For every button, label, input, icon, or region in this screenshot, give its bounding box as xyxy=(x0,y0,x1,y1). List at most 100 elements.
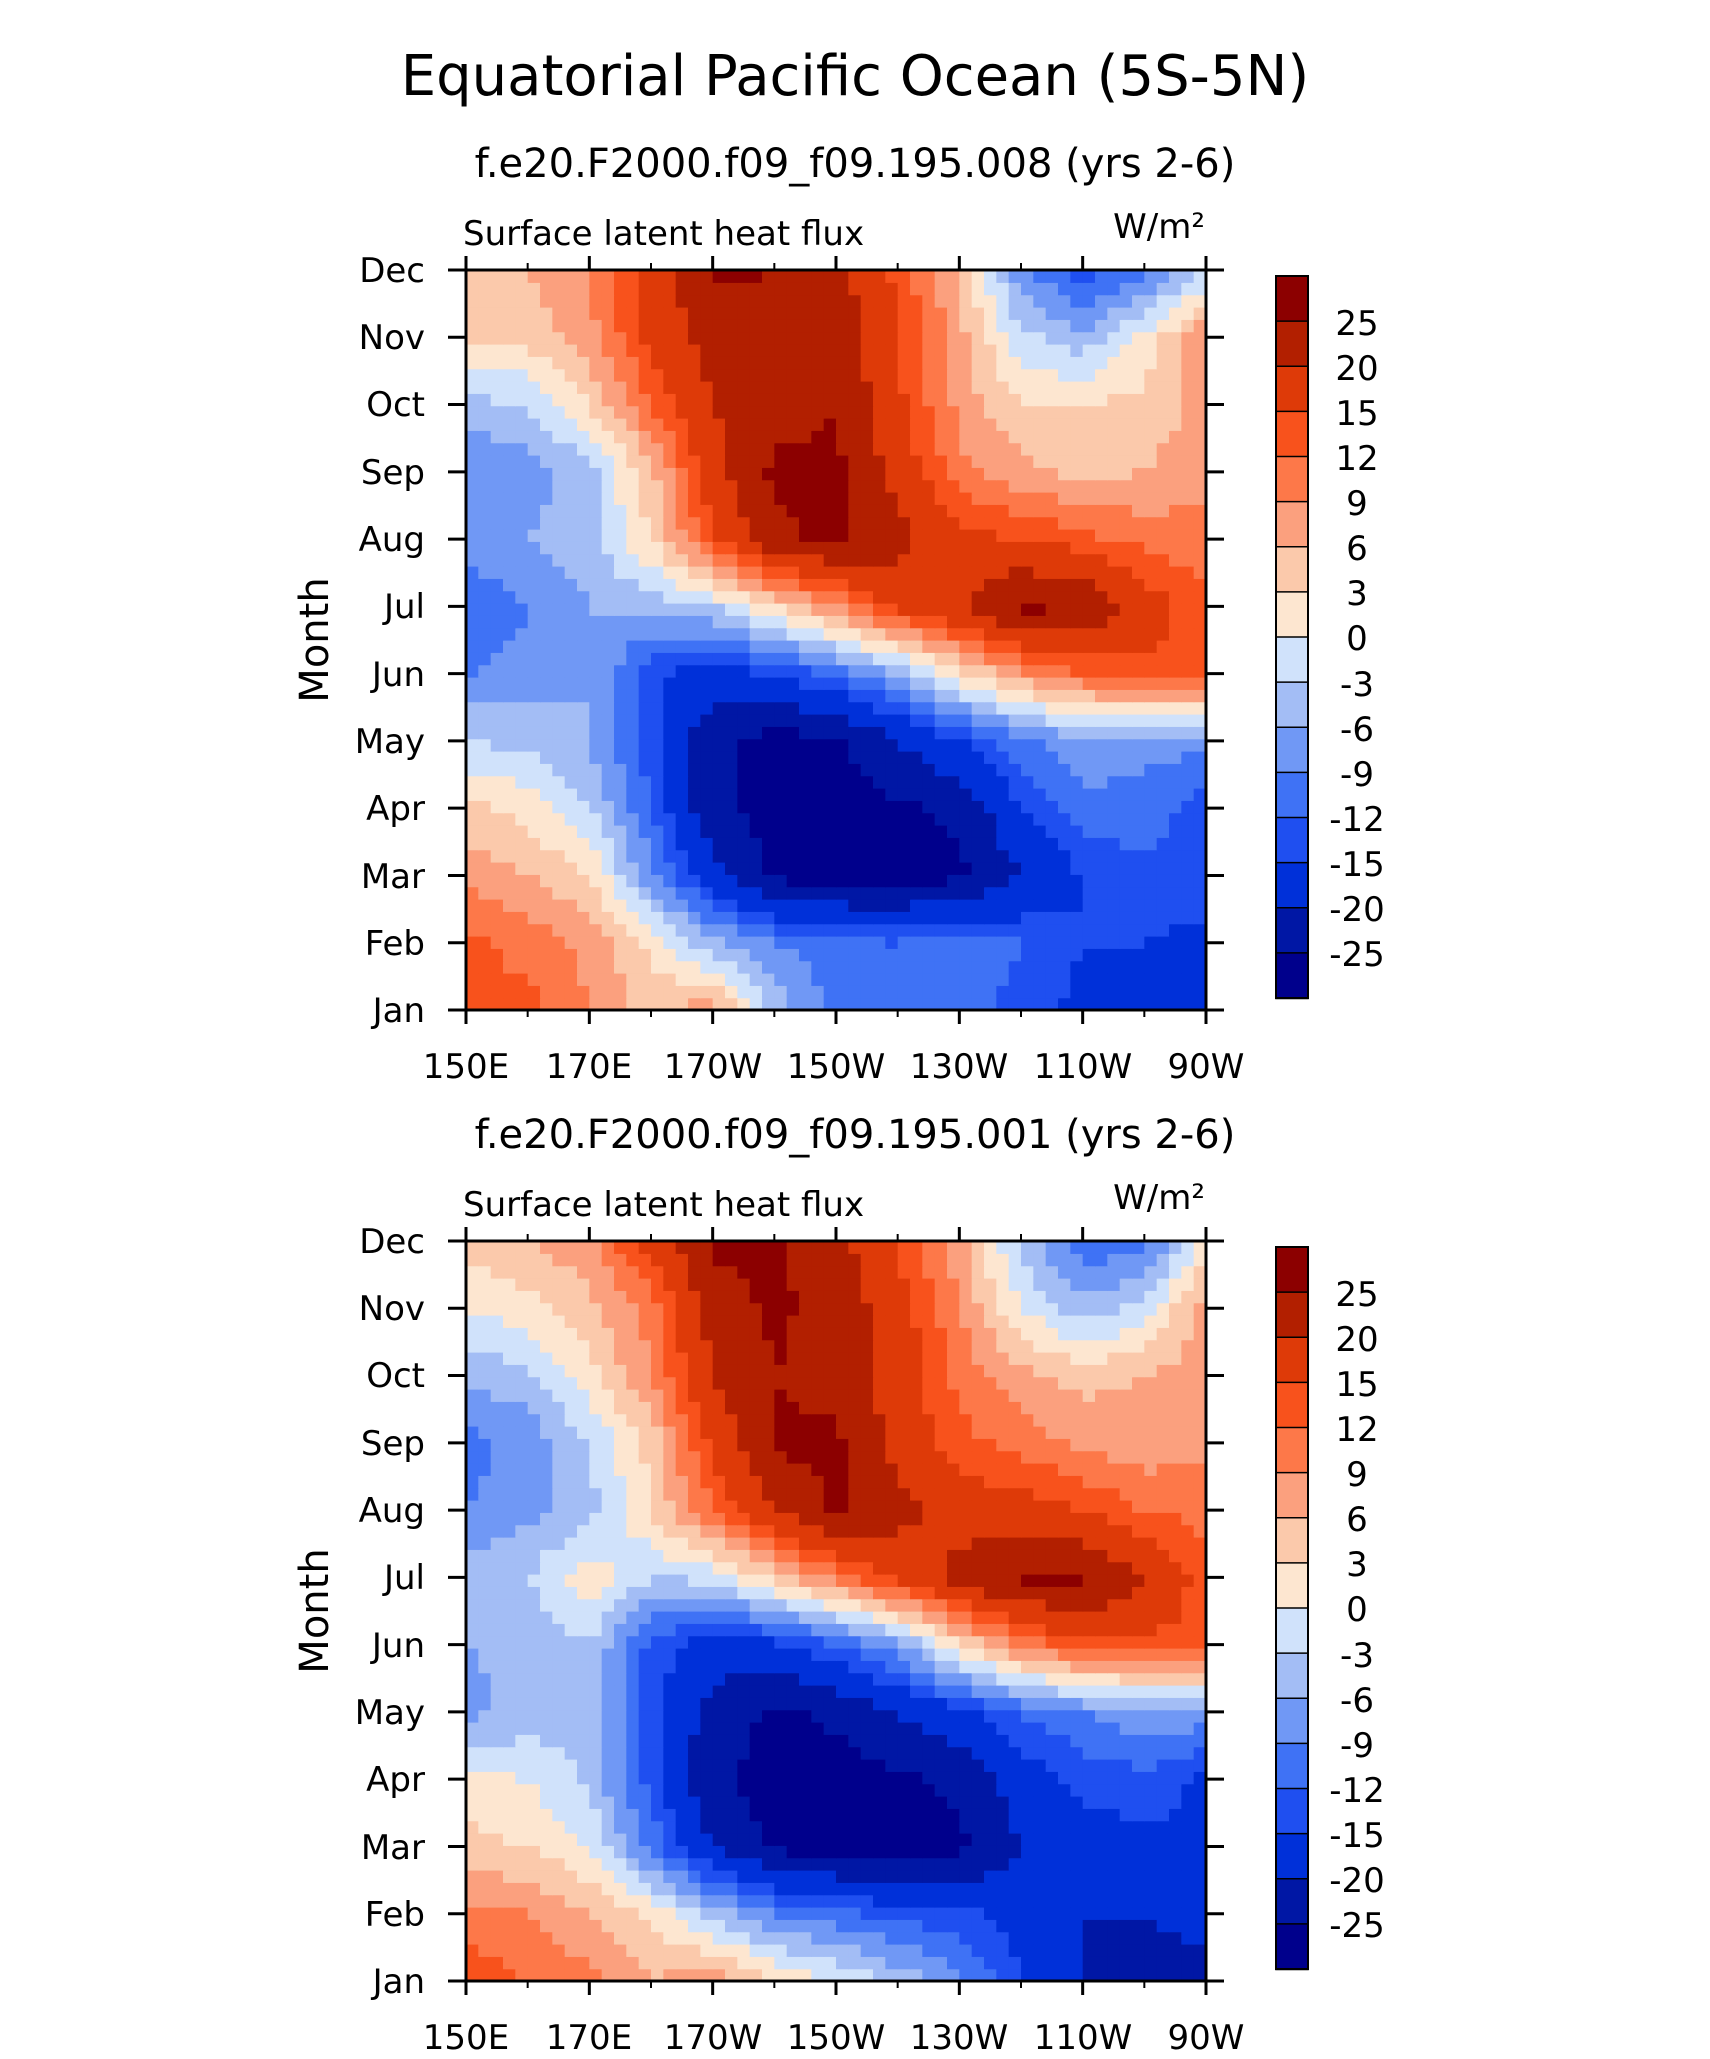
contour-cell xyxy=(1107,1746,1121,1760)
contour-cell xyxy=(490,1907,504,1920)
contour-cell xyxy=(564,1919,578,1933)
contour-cell xyxy=(1107,849,1121,863)
contour-cell xyxy=(860,368,874,382)
contour-cell xyxy=(1021,862,1034,875)
x-tick-label: 170E xyxy=(546,1047,632,1087)
contour-cell xyxy=(1181,516,1195,530)
contour-cell xyxy=(564,911,578,925)
contour-cell xyxy=(626,837,640,851)
contour-cell xyxy=(614,455,627,468)
contour-cell xyxy=(503,282,516,296)
contour-cell xyxy=(1008,344,1022,357)
contour-cell xyxy=(675,590,689,604)
contour-cell xyxy=(910,430,923,444)
contour-cell xyxy=(1156,504,1170,518)
panel-1: f.e20.F2000.f09_f09.195.008 (yrs 2-6) Su… xyxy=(292,141,1385,1087)
contour-cell xyxy=(860,603,874,616)
contour-cell xyxy=(712,751,726,764)
contour-cell xyxy=(601,442,615,456)
contour-cell xyxy=(947,640,960,653)
contour-cell xyxy=(984,640,997,653)
contour-cell xyxy=(823,677,837,690)
contour-cell xyxy=(466,405,479,419)
contour-cell xyxy=(725,603,738,616)
contour-cell xyxy=(1169,714,1182,727)
contour-cell xyxy=(1033,997,1047,1011)
contour-cell xyxy=(836,1722,849,1735)
contour-cell xyxy=(799,578,812,592)
contour-cell xyxy=(922,1783,936,1797)
contour-cell xyxy=(1144,1722,1158,1735)
contour-cell xyxy=(922,282,936,296)
contour-cell xyxy=(984,307,997,320)
contour-cell xyxy=(1169,331,1182,345)
contour-cell xyxy=(1095,1931,1108,1945)
contour-cell xyxy=(737,516,751,530)
colorbar-swatch xyxy=(1275,591,1309,639)
contour-cell xyxy=(1144,516,1158,530)
colorbar-label: 20 xyxy=(1335,349,1378,389)
contour-cell xyxy=(971,960,985,974)
contour-cell xyxy=(922,664,936,678)
contour-cell xyxy=(1107,911,1121,925)
contour-cell xyxy=(540,714,553,727)
contour-cell xyxy=(1058,1931,1071,1945)
contour-cell xyxy=(626,874,640,888)
contour-cell xyxy=(996,677,1010,690)
contour-cell xyxy=(540,874,553,888)
contour-cell xyxy=(1169,812,1182,826)
contour-cell xyxy=(1058,270,1071,283)
contour-cell xyxy=(1095,1919,1108,1933)
contour-cell xyxy=(774,652,788,666)
contour-cell xyxy=(1156,664,1170,678)
contour-cell xyxy=(1107,726,1121,740)
contour-cell xyxy=(564,899,578,912)
contour-cell xyxy=(1033,529,1047,542)
contour-cell xyxy=(737,812,751,826)
contour-cell xyxy=(971,837,985,851)
contour-cell xyxy=(1058,640,1071,653)
contour-cell xyxy=(675,1833,689,1846)
contour-cell xyxy=(910,516,923,530)
contour-cell xyxy=(1070,590,1084,604)
contour-cell xyxy=(1193,701,1207,715)
contour-cell xyxy=(651,541,664,555)
contour-cell xyxy=(971,615,985,629)
contour-cell xyxy=(651,455,664,468)
contour-cell xyxy=(848,751,862,764)
contour-cell xyxy=(762,726,775,740)
contour-cell xyxy=(1132,689,1145,703)
contour-cell xyxy=(675,479,689,493)
contour-cell xyxy=(663,1968,677,1982)
contour-cell xyxy=(1181,640,1195,653)
contour-cell xyxy=(552,405,566,419)
contour-cell xyxy=(1095,738,1108,752)
contour-cell xyxy=(786,800,800,814)
contour-cell xyxy=(626,479,640,493)
contour-cell xyxy=(1144,1734,1158,1748)
contour-cell xyxy=(552,1746,566,1760)
contour-cell xyxy=(737,1746,751,1760)
contour-cell xyxy=(527,603,541,616)
contour-cell xyxy=(860,1944,874,1957)
contour-cell xyxy=(910,825,923,838)
contour-cell xyxy=(774,1870,788,1883)
contour-cell xyxy=(626,270,640,283)
contour-cell xyxy=(1144,960,1158,974)
contour-cell xyxy=(527,1808,541,1822)
contour-cell xyxy=(1082,430,1096,444)
contour-cell xyxy=(688,529,701,542)
contour-cell xyxy=(897,307,911,320)
contour-cell xyxy=(860,492,874,505)
contour-cell xyxy=(1132,1796,1145,1809)
contour-cell xyxy=(1193,356,1207,370)
contour-cell xyxy=(848,1722,862,1735)
contour-cell xyxy=(934,1722,948,1735)
contour-cell xyxy=(626,516,640,530)
contour-cell xyxy=(1132,578,1145,592)
contour-cell xyxy=(589,368,603,382)
contour-cell xyxy=(601,936,615,949)
contour-cell xyxy=(1045,578,1059,592)
contour-cell xyxy=(540,899,553,912)
contour-cell xyxy=(848,874,862,888)
